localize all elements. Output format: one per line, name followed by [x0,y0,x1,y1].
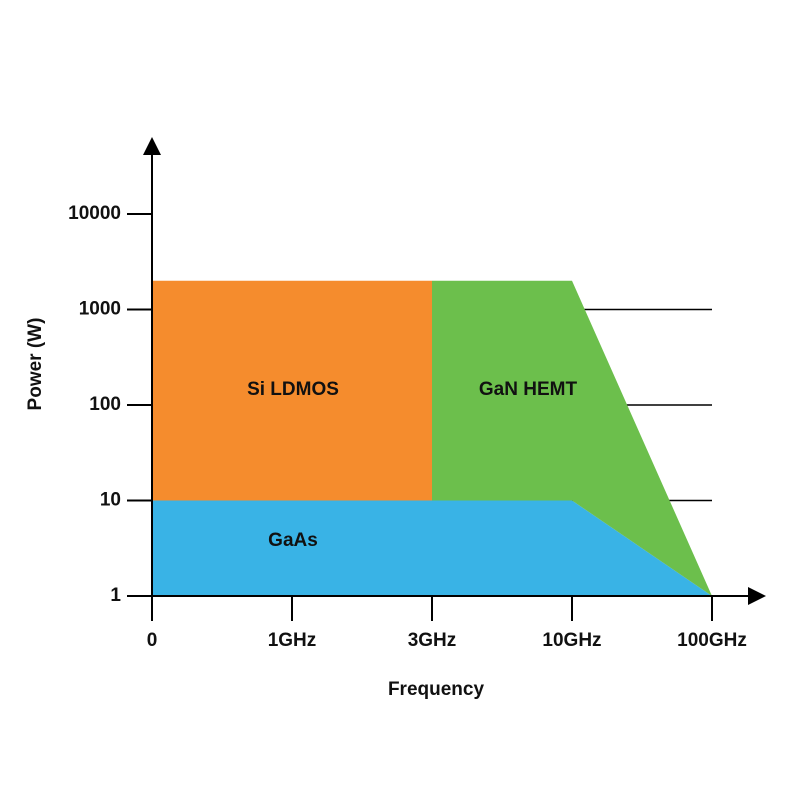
x-axis-label: Frequency [388,679,485,700]
y-tick-label: 1 [110,585,121,606]
y-tick-label: 10000 [68,203,121,224]
x-axis-arrow [748,587,766,605]
x-tick-label: 0 [147,630,158,651]
y-axis-label: Power (W) [25,318,46,411]
x-tick-label: 100GHz [677,630,747,651]
x-tick-label: 1GHz [268,630,317,651]
region-label: GaN HEMT [479,379,578,400]
y-axis-arrow [143,137,161,155]
y-tick-label: 1000 [79,299,121,320]
region [152,500,712,596]
region [432,280,712,596]
region-label: GaAs [268,530,318,551]
y-tick-label: 10 [100,490,121,511]
region [152,280,432,501]
region-label: Si LDMOS [247,379,339,400]
regions: GaAs Si LDMOS GaN HEMT [152,280,712,596]
ticks: 1 10 100 1000 10000 0 1GHz 3GHz 10GHz 100GHz [68,203,747,651]
y-tick-label: 100 [89,394,121,415]
x-tick-label: 10GHz [542,630,601,651]
x-tick-label: 3GHz [408,630,457,651]
